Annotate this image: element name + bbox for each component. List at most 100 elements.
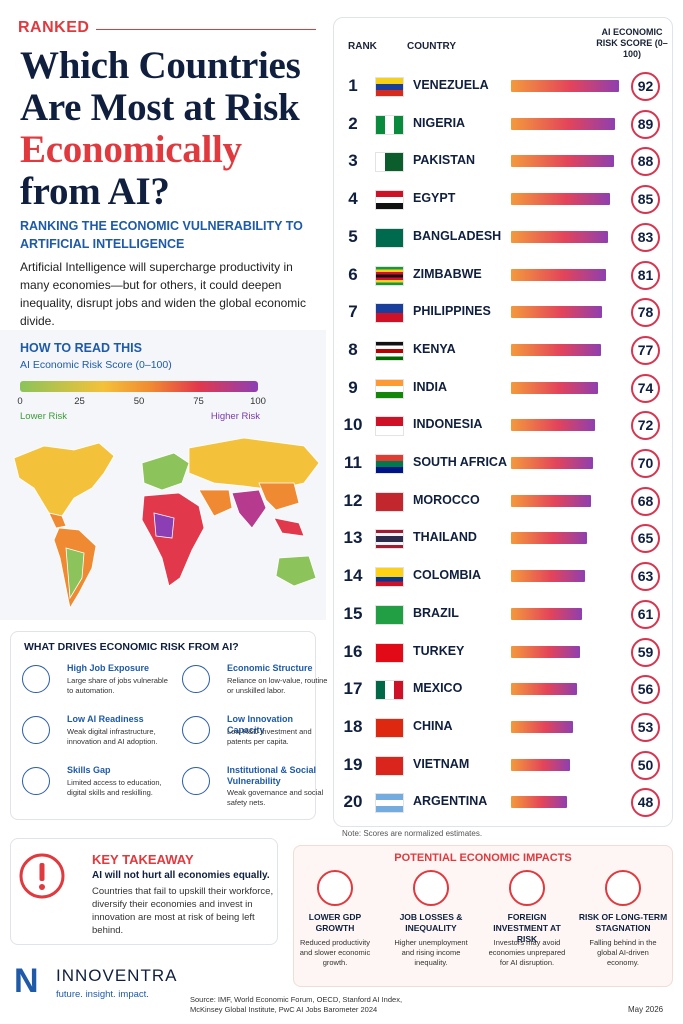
driver-title: High Job Exposure: [67, 663, 150, 673]
impact-text: Falling behind in the global AI-driven e…: [589, 938, 657, 967]
rank: 10: [343, 415, 363, 435]
country-label: KENYA: [413, 341, 456, 356]
driver-text: Weak digital infrastructure, innovation …: [67, 727, 158, 746]
legend-tick-label: 75: [193, 396, 204, 407]
score-label: 92: [631, 72, 660, 101]
flag: [375, 152, 404, 173]
drivers-title: WHAT DRIVES ECONOMIC RISK FROM AI?: [24, 641, 239, 653]
legend-low: Lower Risk: [20, 411, 67, 422]
flag: [375, 604, 404, 625]
rank: 5: [348, 226, 358, 246]
flag: [375, 114, 404, 135]
bar: [511, 343, 602, 356]
driver-text: Limited access to education, digital ski…: [67, 778, 162, 797]
flag: [375, 529, 404, 550]
country-label: VENEZUELA: [413, 78, 489, 92]
score-label: 68: [631, 486, 660, 516]
score-label: 48: [631, 788, 660, 818]
impact-icon: [413, 870, 449, 906]
score-label: 78: [631, 298, 660, 328]
driver-title: Skills Gap: [67, 765, 111, 775]
rank: 1: [348, 76, 358, 95]
rank: 9: [348, 377, 358, 397]
score-label: 59: [631, 637, 660, 667]
legend-tick-label: 100: [250, 396, 266, 407]
country-label: BANGLADESH: [413, 228, 502, 243]
note: Note: Scores are normalized estimates.: [342, 829, 483, 838]
rank: 7: [348, 302, 358, 322]
bar: [511, 155, 614, 168]
flag: [375, 190, 404, 211]
country-label: TURKEY: [413, 643, 465, 658]
score-label: 83: [631, 222, 660, 252]
rank: 19: [343, 754, 363, 774]
driver-text: Low R&D investment and patents per capit…: [227, 727, 312, 746]
impact-text: Investors may avoid economies unprepared…: [488, 938, 566, 967]
score-label: 77: [631, 335, 660, 365]
country-label: PAKISTAN: [413, 153, 476, 168]
country-label: CHINA: [413, 718, 453, 733]
rank: 4: [348, 189, 358, 209]
score-label: 65: [631, 524, 660, 554]
impact-title: JOB LOSSES & INEQUALITY: [399, 912, 463, 933]
bar: [511, 758, 570, 771]
country-label: NIGERIA: [413, 115, 466, 130]
driver-text: Weak governance and social safety nets.: [227, 788, 324, 807]
takeaway-box: [10, 838, 278, 945]
rank: 2: [348, 113, 358, 133]
rank: 13: [343, 528, 363, 548]
bar: [511, 381, 598, 394]
legend-gradient: [20, 381, 258, 392]
score-label: 74: [631, 373, 660, 403]
bar: [511, 683, 577, 696]
takeaway-title: KEY TAKEAWAY: [92, 852, 194, 867]
impact-title: RISK OF LONG-TERM STAGNATION: [578, 912, 668, 933]
flag: [375, 454, 404, 474]
impacts-title: POTENTIAL ECONOMIC IMPACTS: [394, 852, 572, 864]
rank: 15: [343, 603, 363, 623]
driver-title: Low AI Readiness: [67, 714, 144, 724]
impact-icon: [605, 870, 641, 906]
world-map: [13, 437, 320, 610]
rank: 11: [344, 453, 362, 472]
flag: [375, 416, 404, 437]
flag: [375, 340, 404, 361]
bar: [511, 607, 583, 620]
impact-icon: [509, 870, 545, 906]
score-label: 50: [631, 750, 660, 780]
rank: 18: [343, 716, 363, 736]
bar: [511, 570, 585, 583]
rank: 17: [343, 679, 363, 699]
subtitle: RANKING THE ECONOMIC VULNERABILITY TO AR…: [20, 219, 303, 251]
takeaway-text: Countries that fail to upskill their wor…: [92, 886, 274, 936]
flag: [375, 567, 404, 588]
impact-text: Reduced productivity and slower economic…: [299, 938, 371, 967]
rank: 8: [348, 339, 358, 359]
driver-icon: [182, 716, 210, 744]
impacts-box: [293, 845, 673, 987]
title-line: Which Countries: [20, 44, 301, 87]
score-label: 72: [631, 411, 660, 441]
score-label: 61: [631, 599, 660, 629]
impact-title: FOREIGN INVESTMENT AT RISK: [493, 912, 561, 944]
country-label: SOUTH AFRICA: [413, 455, 507, 469]
country-label: EGYPT: [413, 191, 456, 206]
bar: [511, 230, 609, 243]
country-label: COLOMBIA: [413, 568, 482, 583]
bar: [511, 720, 573, 733]
country-label: VIETNAM: [413, 756, 470, 771]
rank: 14: [343, 566, 363, 586]
driver-text: Large share of jobs vulnerable to automa…: [67, 676, 168, 695]
score-label: 81: [631, 260, 660, 290]
drivers-box: [10, 631, 316, 820]
flag: [375, 793, 404, 814]
country-label: ARGENTINA: [413, 794, 488, 809]
score-label: 63: [631, 562, 660, 592]
alert-icon: [19, 853, 65, 899]
score-label: 56: [631, 675, 660, 705]
driver-title: Low Innovation Capacity: [227, 714, 293, 735]
driver-title: Economic Structure: [227, 663, 313, 673]
rank: 6: [348, 264, 358, 284]
date: May 2026: [628, 1005, 664, 1014]
